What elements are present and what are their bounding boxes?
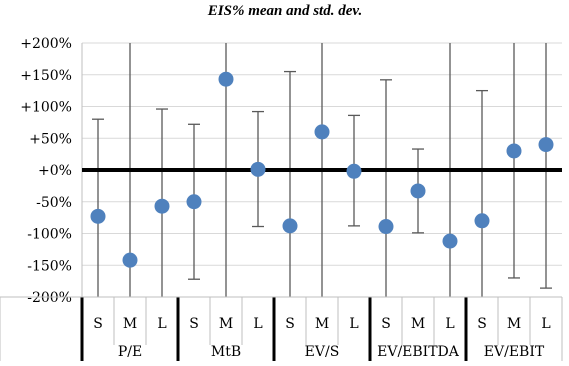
x-axis: S M L P/E S M L MtB S M L EV/S S M L EV/EBITDA S M L EV/EBI…: [0, 296, 563, 361]
x-category-label: L: [445, 316, 454, 332]
x-group-label: EV/EBITDA: [377, 344, 460, 360]
mean-point: [154, 198, 170, 214]
y-tick-label: +200%: [20, 36, 72, 52]
x-category-label: M: [219, 316, 233, 332]
x-category-label: S: [93, 316, 103, 332]
mean-point: [282, 218, 298, 234]
mean-point: [122, 252, 138, 268]
x-group-label: MtB: [211, 344, 241, 360]
x-category-label: M: [123, 316, 137, 332]
mean-point: [218, 71, 234, 87]
y-tick-label: +50%: [29, 131, 72, 147]
y-tick-label: +150%: [20, 68, 72, 84]
mean-point: [250, 161, 266, 177]
x-category-label: M: [507, 316, 521, 332]
y-tick-label: -100%: [27, 227, 72, 243]
x-group-label: P/E: [118, 344, 142, 360]
mean-point: [378, 219, 394, 235]
mean-points: [90, 71, 554, 268]
y-tick-label: +100%: [20, 100, 72, 116]
chart-title: EIS% mean and std. dev.: [207, 3, 362, 19]
mean-point: [474, 213, 490, 229]
x-category-label: S: [285, 316, 295, 332]
x-category-label: M: [315, 316, 329, 332]
mean-point: [90, 208, 106, 224]
x-category-label: L: [253, 316, 262, 332]
x-group-label: EV/S: [305, 344, 340, 360]
y-axis-tick-labels: +200% +150% +100% +50% +0% -50% -100% -150% -200…: [20, 36, 72, 306]
x-category-label: L: [541, 316, 550, 332]
x-category-label: S: [381, 316, 391, 332]
mean-point: [442, 233, 458, 249]
x-category-label: L: [349, 316, 358, 332]
mean-point: [410, 183, 426, 199]
x-category-label: L: [157, 316, 166, 332]
x-group-label: EV/EBIT: [484, 344, 545, 360]
mean-point: [314, 124, 330, 140]
mean-point: [538, 137, 554, 153]
x-category-label: S: [189, 316, 199, 332]
x-category-label: S: [477, 316, 487, 332]
mean-point: [506, 143, 522, 159]
y-tick-label: -200%: [27, 290, 72, 306]
mean-point: [186, 194, 202, 210]
y-tick-label: +0%: [38, 163, 72, 179]
y-tick-label: -50%: [36, 195, 72, 211]
mean-point: [346, 163, 362, 179]
x-category-label: M: [411, 316, 425, 332]
y-tick-label: -150%: [27, 258, 72, 274]
